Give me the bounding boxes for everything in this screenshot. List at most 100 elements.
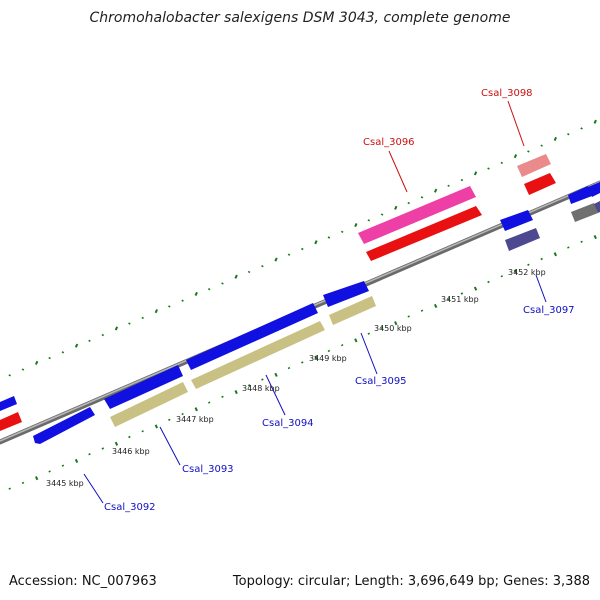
- gene-label-csal-3094[interactable]: Csal_3094: [262, 418, 314, 429]
- cds-slate-feature[interactable]: [505, 228, 540, 251]
- gene-label-csal-3096[interactable]: Csal_3096: [363, 137, 415, 148]
- major-tick: [354, 338, 358, 343]
- minor-tick: [247, 270, 251, 274]
- cds-csal-3092[interactable]: [33, 407, 95, 444]
- tick-label: 3448 kbp: [242, 384, 280, 393]
- minor-tick: [301, 361, 304, 364]
- major-tick: [274, 372, 278, 377]
- cds-csal-3096[interactable]: [358, 186, 476, 244]
- minor-tick: [88, 453, 91, 456]
- minor-tick: [168, 418, 171, 421]
- major-tick: [74, 343, 79, 348]
- major-tick: [513, 154, 518, 159]
- minor-tick: [8, 374, 11, 377]
- minor-tick: [500, 275, 504, 278]
- gene-labels[interactable]: Csal_3092 Csal_3093 Csal_3094 Csal_3095 …: [104, 88, 575, 513]
- major-tick: [34, 476, 39, 481]
- gene-features[interactable]: [0, 154, 600, 444]
- cds-feature[interactable]: [571, 203, 598, 222]
- gene-label-csal-3098[interactable]: Csal_3098: [481, 88, 533, 99]
- minor-tick: [221, 395, 224, 398]
- minor-tick: [287, 366, 291, 370]
- minor-tick: [487, 280, 490, 284]
- major-tick: [433, 303, 438, 309]
- major-tick: [593, 234, 597, 240]
- major-tick: [234, 389, 238, 395]
- gene-label-csal-3092[interactable]: Csal_3092: [104, 502, 156, 513]
- cds-csal-3093[interactable]: [104, 365, 183, 409]
- minor-tick: [527, 263, 530, 266]
- major-tick: [114, 326, 119, 331]
- cds-feature[interactable]: [0, 412, 22, 431]
- major-tick: [473, 286, 478, 291]
- minor-tick: [540, 144, 543, 147]
- minor-tick: [221, 282, 224, 285]
- minor-tick: [527, 150, 530, 153]
- cds-csal-3097[interactable]: [500, 210, 533, 231]
- tick-label: 3446 kbp: [112, 447, 150, 456]
- major-tick: [274, 257, 278, 262]
- cds-feature[interactable]: [594, 201, 600, 213]
- cds-red-feature[interactable]: [366, 206, 482, 261]
- minor-tick: [407, 315, 410, 318]
- minor-tick: [101, 447, 105, 450]
- minor-tick: [580, 240, 583, 243]
- major-tick: [234, 274, 238, 279]
- minor-tick: [61, 464, 65, 467]
- minor-tick: [21, 481, 25, 485]
- accession-text: Accession: NC_007963: [9, 574, 157, 589]
- major-tick: [314, 240, 318, 245]
- cds-khaki-feature[interactable]: [110, 382, 188, 427]
- minor-tick: [301, 247, 304, 251]
- label-leaders: [83, 100, 547, 504]
- minor-tick: [8, 487, 11, 490]
- major-tick: [513, 269, 518, 274]
- cds-feature[interactable]: [0, 396, 17, 411]
- cds-khaki-feature[interactable]: [191, 321, 325, 389]
- cds-csal-3095[interactable]: [323, 281, 369, 307]
- gene-label-csal-3095[interactable]: Csal_3095: [355, 376, 407, 387]
- gene-label-csal-3097[interactable]: Csal_3097: [523, 305, 575, 316]
- cds-red-feature[interactable]: [524, 173, 556, 195]
- minor-tick: [367, 332, 371, 335]
- minor-tick: [580, 127, 583, 130]
- major-tick: [433, 188, 438, 193]
- minor-tick: [261, 265, 264, 268]
- cds-csal-3094[interactable]: [186, 303, 318, 370]
- cds-feature[interactable]: [568, 186, 592, 204]
- lower-tick-ruler: [8, 234, 597, 490]
- minor-tick: [181, 412, 184, 416]
- major-tick: [593, 119, 597, 124]
- upper-tick-ruler: [8, 119, 597, 377]
- minor-tick: [407, 201, 410, 205]
- minor-tick: [207, 401, 211, 404]
- tick-label: 3451 kbp: [441, 295, 479, 304]
- major-tick: [553, 136, 558, 142]
- minor-tick: [420, 196, 424, 199]
- minor-tick: [207, 288, 211, 291]
- minor-tick: [261, 378, 264, 381]
- major-tick: [114, 441, 119, 446]
- minor-tick: [141, 430, 144, 433]
- minor-tick: [380, 213, 384, 216]
- cds-csal-3098[interactable]: [517, 154, 551, 177]
- major-tick: [314, 355, 318, 360]
- tick-label: 3449 kbp: [309, 354, 347, 363]
- minor-tick: [168, 305, 171, 308]
- gene-label-csal-3093[interactable]: Csal_3093: [182, 464, 234, 475]
- minor-tick: [128, 322, 131, 325]
- major-tick: [154, 309, 159, 314]
- minor-tick: [247, 384, 251, 387]
- major-tick: [74, 458, 79, 464]
- minor-tick: [447, 184, 450, 188]
- minor-tick: [48, 470, 51, 473]
- minor-tick: [141, 316, 144, 320]
- cds-feature[interactable]: [588, 182, 600, 197]
- minor-tick: [420, 309, 424, 312]
- tick-label: 3447 kbp: [176, 415, 214, 424]
- minor-tick: [567, 133, 570, 136]
- cds-khaki-feature[interactable]: [329, 296, 376, 325]
- major-tick: [154, 424, 159, 429]
